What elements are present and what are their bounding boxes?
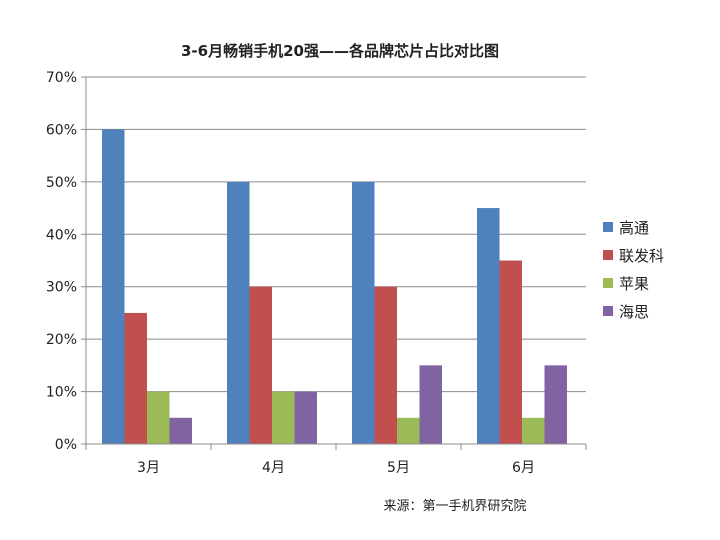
x-tick-label: 3月 [137,460,160,476]
source-note: 来源：第一手机界研究院 [383,499,526,514]
bar-联发科-6月 [499,260,522,444]
bar-高通-5月 [352,181,375,444]
y-tick-label: 60% [46,122,77,138]
legend-swatch-苹果 [603,278,613,288]
chart-title: 3-6月畅销手机20强——各品牌芯片占比对比图 [181,42,499,60]
x-tick-label: 4月 [262,460,285,476]
bar-海思-3月 [169,417,192,444]
bars [102,129,567,444]
legend-label: 苹果 [619,275,649,293]
bar-海思-4月 [294,391,317,444]
y-axis: 0% 10% 20% 30% 40% 50% 60% 70% [46,70,87,453]
bar-联发科-5月 [374,286,397,444]
bar-高通-6月 [477,208,500,444]
y-tick-label: 30% [46,280,77,296]
bar-高通-3月 [102,129,125,444]
y-tick-label: 50% [46,175,77,191]
legend-label: 高通 [619,219,649,237]
x-tick-label: 5月 [387,460,410,476]
y-tick-label: 0% [55,437,77,453]
bar-苹果-6月 [522,417,545,444]
bar-高通-4月 [227,181,250,444]
x-axis: 3月 4月 5月 6月 [85,443,587,476]
legend-swatch-高通 [603,222,613,232]
legend-swatch-联发科 [603,250,613,260]
legend-label: 联发科 [619,247,664,265]
y-tick-label: 70% [46,70,77,86]
bar-海思-6月 [544,365,567,444]
y-tick-label: 10% [46,385,77,401]
bar-海思-5月 [419,365,442,444]
bar-联发科-3月 [124,312,147,444]
y-tick-label: 20% [46,332,77,348]
bar-苹果-3月 [147,391,170,444]
bar-苹果-4月 [272,391,295,444]
gridlines [86,76,586,393]
legend-swatch-海思 [603,306,613,316]
y-tick-label: 40% [46,227,77,243]
legend-label: 海思 [619,303,649,321]
bar-联发科-4月 [249,286,272,444]
bar-苹果-5月 [397,417,420,444]
x-tick-label: 6月 [512,460,535,476]
